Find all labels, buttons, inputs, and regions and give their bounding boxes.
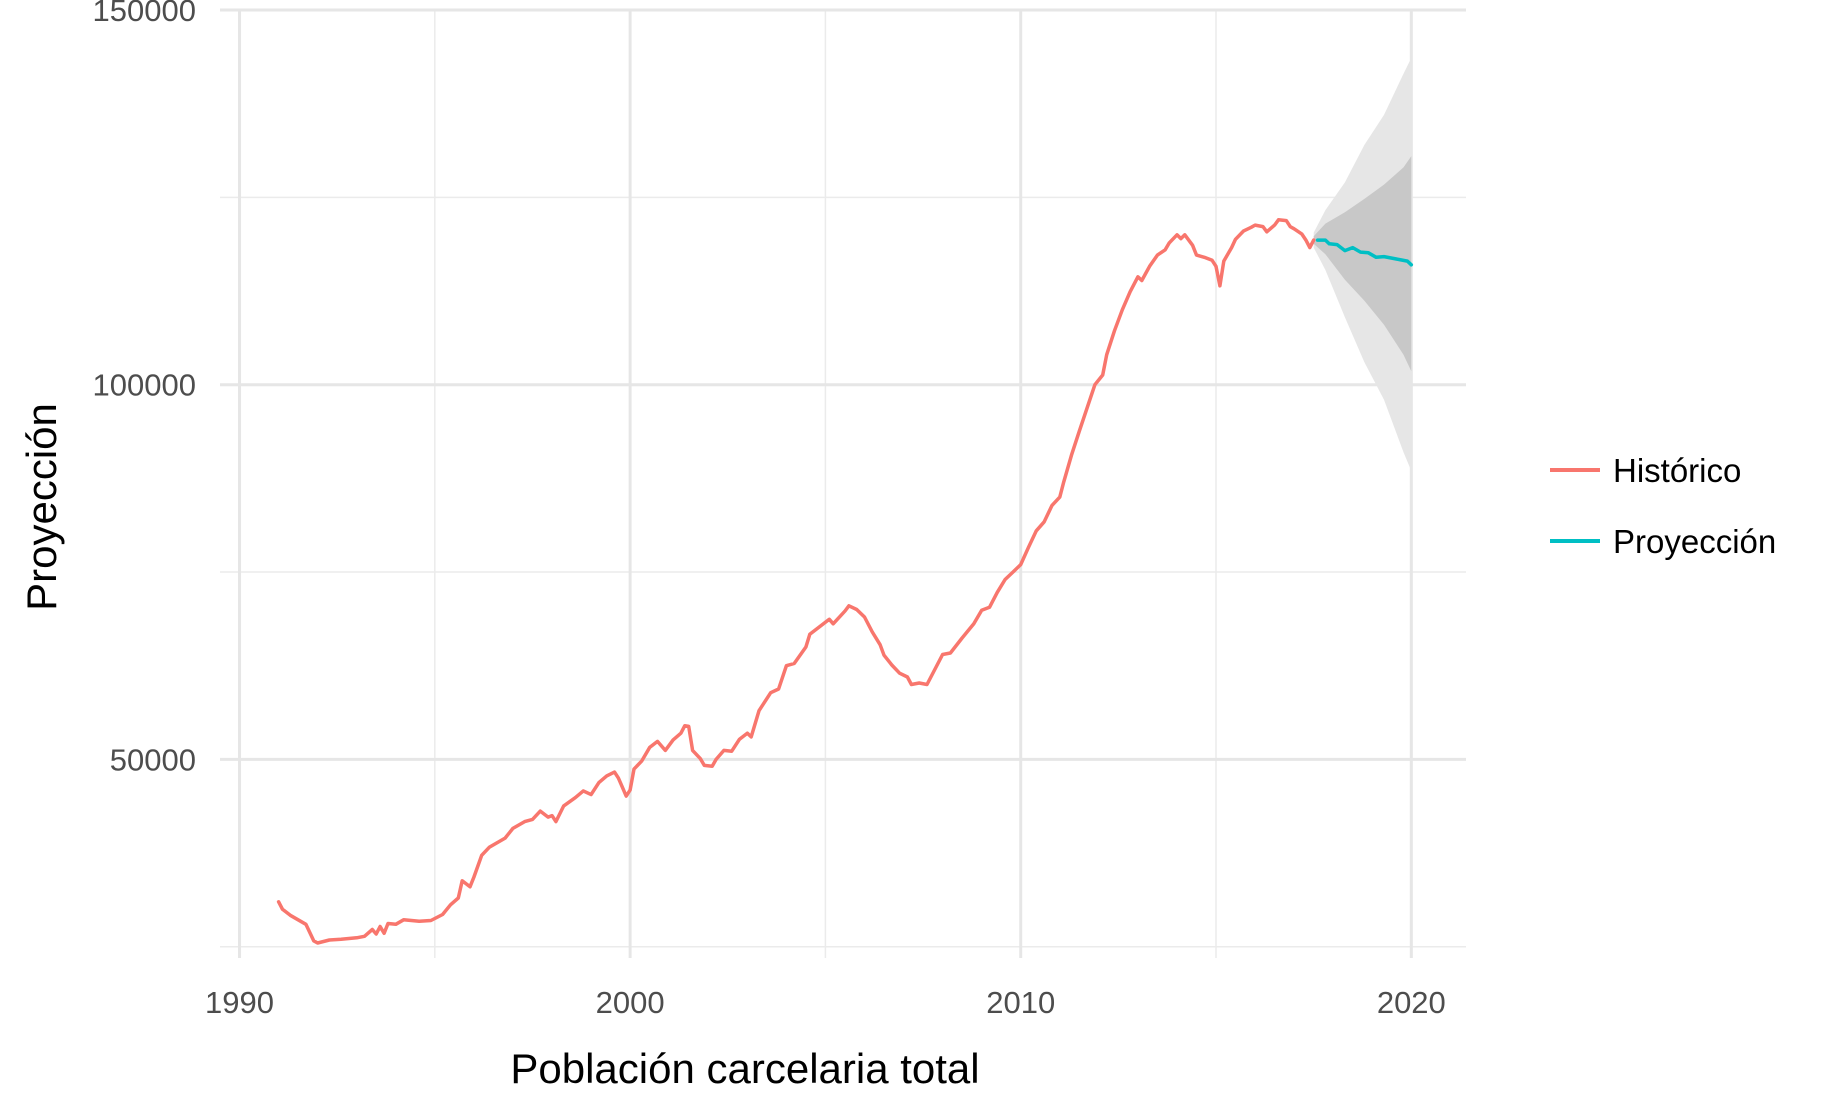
minor-gridlines <box>220 10 1466 958</box>
x-axis-ticks: 1990 2000 2010 2020 <box>205 985 1446 1020</box>
x-tick-label: 2020 <box>1377 985 1446 1020</box>
legend: Histórico Proyección <box>1550 452 1776 560</box>
x-axis-title: Población carcelaria total <box>510 1045 979 1092</box>
series-line-historico <box>276 218 1316 945</box>
y-axis-ticks: 50000 100000 150000 <box>93 0 196 777</box>
y-tick-label: 100000 <box>93 368 196 403</box>
y-axis-title: Proyección <box>18 403 65 611</box>
legend-label-historico: Histórico <box>1613 452 1741 489</box>
x-tick-label: 1990 <box>205 985 274 1020</box>
y-tick-label: 150000 <box>93 0 196 28</box>
prediction-intervals <box>1313 58 1412 471</box>
prediction-band-80 <box>1313 156 1412 372</box>
legend-label-proyeccion: Proyección <box>1613 523 1776 560</box>
x-tick-label: 2010 <box>986 985 1055 1020</box>
series-line-proyeccion <box>1315 238 1414 267</box>
major-gridlines <box>220 8 1466 958</box>
x-tick-label: 2000 <box>596 985 665 1020</box>
y-tick-label: 50000 <box>110 742 196 777</box>
series-lines <box>276 218 1414 945</box>
